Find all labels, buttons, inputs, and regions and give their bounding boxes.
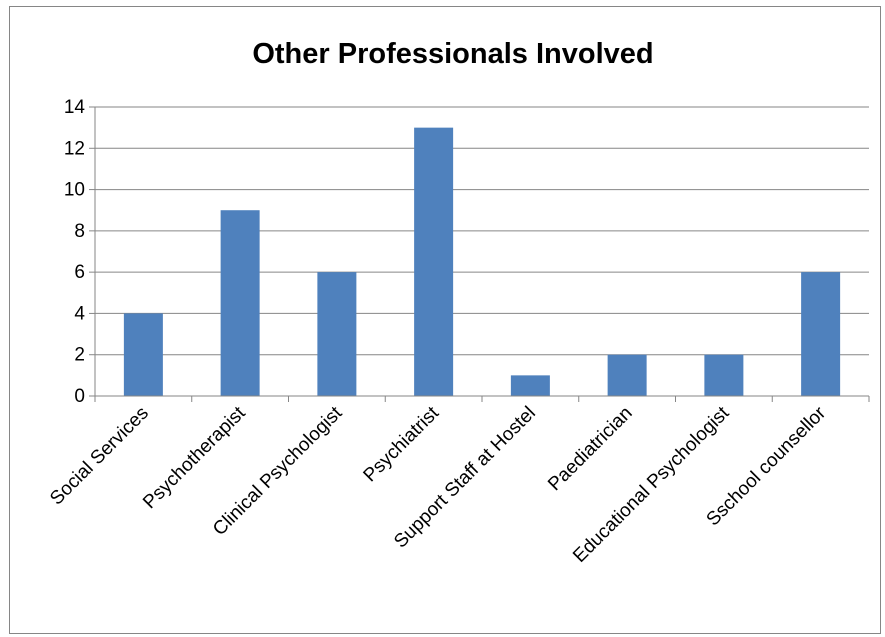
bar-5 [510, 375, 550, 396]
x-category-label: Psychiatrist [360, 402, 444, 486]
bar-7 [704, 354, 744, 396]
y-tick-label: 10 [64, 180, 85, 201]
y-tick-label: 2 [74, 345, 85, 366]
bar-4 [414, 127, 454, 397]
x-category-label: Social Services [46, 403, 153, 510]
bar-8 [801, 272, 841, 396]
y-axis-ticks: 0 2 4 6 8 10 12 14 [64, 97, 95, 407]
y-tick-label: 12 [64, 138, 85, 159]
bar-6 [607, 354, 647, 396]
y-tick-label: 6 [74, 262, 85, 283]
y-tick-label: 0 [74, 386, 85, 407]
x-category-label: Paediatrician [544, 403, 637, 496]
bar-3 [317, 272, 357, 396]
bars [123, 127, 841, 397]
bar-2 [220, 210, 260, 396]
chart-title: Other Professionals Involved [252, 38, 653, 70]
axes [94, 107, 870, 402]
x-category-label: Educational Psychologist [569, 402, 734, 567]
y-tick-label: 14 [64, 97, 86, 118]
y-tick-label: 8 [74, 221, 85, 242]
y-tick-label: 4 [74, 303, 85, 324]
gridlines [95, 106, 869, 356]
bar-1 [123, 313, 163, 396]
x-category-label: Psychotherapist [139, 402, 250, 513]
